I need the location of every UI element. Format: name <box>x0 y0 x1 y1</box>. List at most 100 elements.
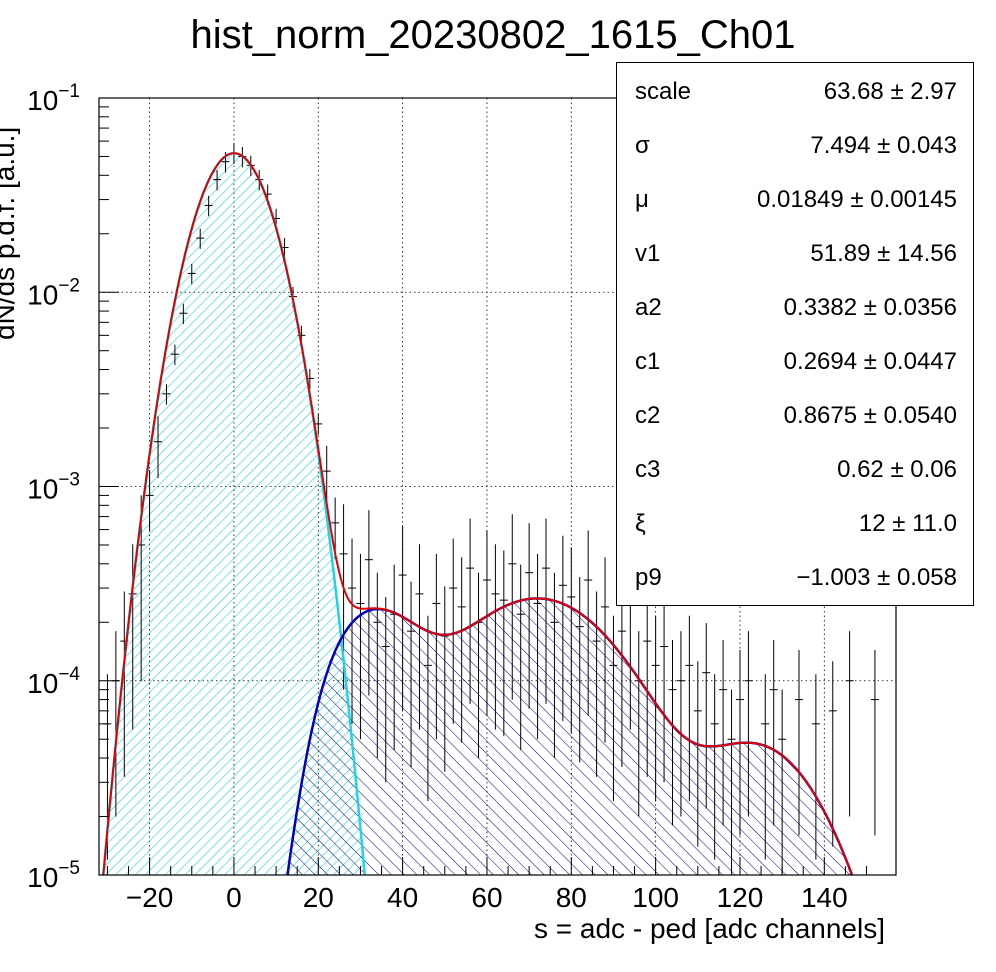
y-axis-label: dN/ds p.d.f. [a.u.] <box>0 127 20 340</box>
data-point <box>702 623 711 809</box>
param-value: −1.003 ± 0.058 <box>796 564 957 591</box>
stats-row-c2: c2 0.8675 ± 0.0540 <box>617 389 973 443</box>
data-point <box>373 572 382 759</box>
y-axis: 10−5 10−4 10−3 10−2 10−1 <box>27 81 119 893</box>
x-tick-label: 100 <box>632 882 679 913</box>
param-name: c3 <box>635 456 661 483</box>
param-name: μ <box>635 186 649 213</box>
data-point <box>348 538 357 724</box>
data-point <box>828 661 837 847</box>
data-point <box>533 553 542 740</box>
stats-row-c3: c3 0.62 ± 0.06 <box>617 443 973 497</box>
param-value: 0.8675 ± 0.0540 <box>783 402 957 429</box>
x-axis: −20 0 20 40 60 80 100 120 140 <box>106 857 867 913</box>
param-value: 7.494 ± 0.043 <box>810 132 957 159</box>
y-tick-label: 10−2 <box>27 275 80 310</box>
y-tick-label: 10−5 <box>27 858 80 893</box>
x-tick-label: 140 <box>801 882 848 913</box>
param-value: 0.2694 ± 0.0447 <box>783 348 957 375</box>
data-point <box>575 577 584 763</box>
data-point <box>567 547 576 733</box>
data-point <box>643 591 652 777</box>
data-point <box>525 523 534 709</box>
param-name: c1 <box>635 348 661 375</box>
x-tick-label: 120 <box>717 882 764 913</box>
data-point <box>466 518 475 704</box>
data-point <box>381 596 390 783</box>
data-point <box>870 649 879 836</box>
data-point <box>179 303 188 324</box>
data-point <box>845 631 854 817</box>
data-point <box>660 596 669 783</box>
data-point <box>651 615 660 802</box>
data-point <box>744 631 753 817</box>
data-point <box>213 170 222 191</box>
data-point <box>693 661 702 847</box>
param-value: 0.3382 ± 0.0356 <box>783 294 957 321</box>
data-point <box>617 581 626 767</box>
x-tick-label: −20 <box>126 882 174 913</box>
stats-row-c1: c1 0.2694 ± 0.0447 <box>617 335 973 389</box>
fit-curves <box>102 151 854 875</box>
y-tick-label: 10−3 <box>27 470 80 505</box>
data-point <box>457 557 466 743</box>
data-point <box>449 538 458 724</box>
stats-row-scale: scale 63.68 ± 2.97 <box>617 65 973 119</box>
data-point <box>676 631 685 817</box>
data-point <box>811 674 820 860</box>
data-point <box>592 591 601 777</box>
x-tick-label: 60 <box>471 882 502 913</box>
x-tick-label: 20 <box>303 882 334 913</box>
data-point <box>314 414 323 435</box>
param-name: v1 <box>635 240 661 267</box>
data-point <box>407 581 416 767</box>
data-point <box>795 649 804 836</box>
param-name: ξ <box>635 510 646 537</box>
data-point <box>558 535 567 722</box>
x-axis-label: s = adc - ped [adc channels] <box>534 913 885 944</box>
data-point <box>516 564 525 751</box>
chart-title: hist_norm_20230802_1615_Ch01 <box>191 13 796 57</box>
param-value: 51.89 ± 14.56 <box>810 240 957 267</box>
stats-row-a2: a2 0.3382 ± 0.0356 <box>617 281 973 335</box>
data-point <box>668 640 677 826</box>
param-name: c2 <box>635 402 661 429</box>
y-tick-label: 10−4 <box>27 664 80 699</box>
stats-row-mu: μ 0.01849 ± 0.00145 <box>617 173 973 227</box>
data-point <box>432 553 441 740</box>
data-point <box>196 228 205 249</box>
data-point <box>508 514 517 700</box>
data-point <box>423 615 432 802</box>
data-point <box>415 544 424 730</box>
data-point <box>356 553 365 740</box>
x-tick-label: 80 <box>556 882 587 913</box>
data-point <box>491 544 500 730</box>
stats-box: scale 63.68 ± 2.97 σ 7.494 ± 0.043 μ 0.0… <box>616 62 974 606</box>
y-tick-label: 10−1 <box>27 81 80 116</box>
stats-row-xi: ξ 12 ± 11.0 <box>617 497 973 551</box>
data-point <box>550 572 559 759</box>
data-point <box>482 530 491 716</box>
data-point <box>364 510 373 696</box>
data-point <box>769 640 778 826</box>
data-point <box>601 557 610 743</box>
stats-row-sigma: σ 7.494 ± 0.043 <box>617 119 973 173</box>
total-fit-curve <box>102 152 854 875</box>
param-name: p9 <box>635 564 662 591</box>
data-point <box>685 615 694 802</box>
data-point <box>162 384 171 405</box>
stats-row-v1: v1 51.89 ± 14.56 <box>617 227 973 281</box>
data-point <box>204 195 213 217</box>
data-points <box>103 143 879 875</box>
param-name: σ <box>635 132 650 159</box>
data-point <box>145 470 154 532</box>
data-point <box>187 263 196 285</box>
data-point <box>322 445 331 508</box>
param-value: 0.62 ± 0.06 <box>837 456 957 483</box>
data-point <box>710 674 719 860</box>
data-point <box>761 674 770 860</box>
param-name: scale <box>635 78 692 105</box>
data-point <box>584 530 593 716</box>
x-tick-label: 0 <box>226 882 242 913</box>
param-value: 0.01849 ± 0.00145 <box>756 186 957 213</box>
